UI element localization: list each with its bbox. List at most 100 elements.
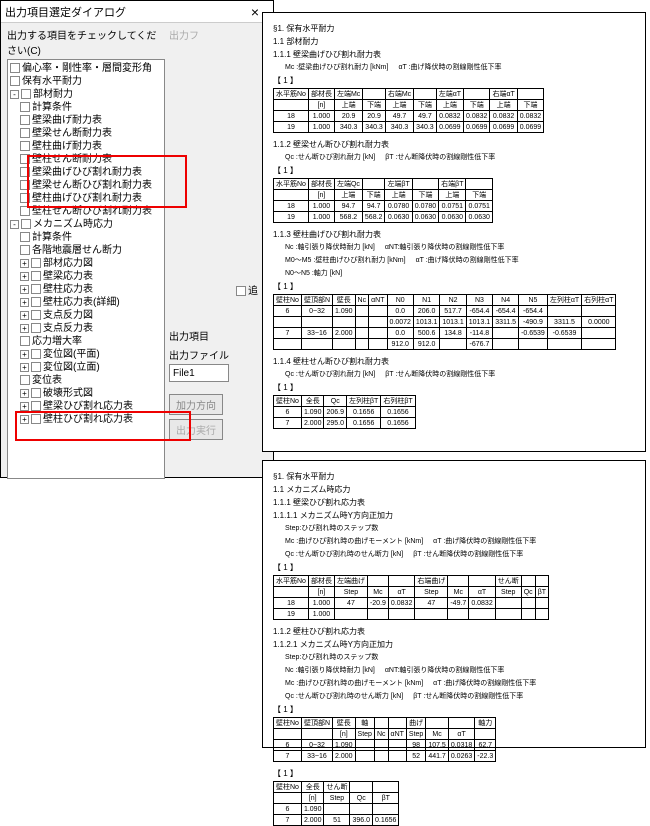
checkbox-icon[interactable] [31, 284, 41, 294]
expand-icon[interactable]: + [20, 311, 29, 320]
td: 912.0 [413, 339, 439, 350]
tree-item[interactable]: 保有水平耐力 [10, 75, 164, 88]
checkbox-icon[interactable] [31, 401, 41, 411]
checkbox-icon[interactable] [31, 310, 41, 320]
checkbox-icon[interactable] [20, 245, 30, 255]
expand-icon[interactable]: + [20, 298, 29, 307]
tree-item[interactable]: +壁梁ひび割れ応力表 [20, 400, 164, 413]
section-heading: 1.1.3 壁柱曲げひび割れ耐力表 [273, 229, 635, 240]
th [475, 729, 496, 740]
checkbox-icon[interactable] [20, 232, 30, 242]
expand-icon[interactable]: - [10, 220, 19, 229]
expand-icon[interactable]: + [20, 272, 29, 281]
expand-icon[interactable]: + [20, 259, 29, 268]
checkbox-icon[interactable] [20, 206, 30, 216]
th [469, 576, 495, 587]
td: 0~32 [301, 740, 332, 751]
th: Step [406, 729, 425, 740]
th: 左端曲げ [334, 576, 367, 587]
tree-item[interactable]: +壁柱応力表 [20, 283, 164, 296]
checkbox-icon[interactable] [31, 271, 41, 281]
checkbox-icon[interactable] [21, 89, 31, 99]
tree-item[interactable]: 壁梁せん断ひび割れ耐力表 [20, 179, 164, 192]
th: 部材長 [308, 89, 334, 100]
checkbox-icon[interactable] [236, 286, 246, 296]
checkbox-icon[interactable] [20, 141, 30, 151]
dialog-title: 出力項目選定ダイアログ [5, 4, 241, 20]
tree-item[interactable]: +壁梁応力表 [20, 270, 164, 283]
checkbox-icon[interactable] [20, 102, 30, 112]
tree-item[interactable]: +壁柱ひび割れ応力表 [20, 413, 164, 426]
tree-item[interactable]: 壁柱せん断ひび割れ耐力表 [20, 205, 164, 218]
checkbox-icon[interactable] [20, 180, 30, 190]
checkbox-icon[interactable] [31, 349, 41, 359]
tree-item[interactable]: 壁梁せん断耐力表 [20, 127, 164, 140]
checkbox-icon[interactable] [20, 193, 30, 203]
checkbox-tree[interactable]: 偏心率・剛性率・層間変形角保有水平耐力-部材耐力計算条件壁梁曲げ耐力表壁梁せん断… [8, 62, 164, 426]
direction-button[interactable]: 加力方向 [169, 394, 223, 415]
th: 上端 [334, 190, 362, 201]
tree-item[interactable]: +変位図(立面) [20, 361, 164, 374]
th: 右端αT [490, 89, 517, 100]
tree-item[interactable]: 変位表 [20, 374, 164, 387]
checkbox-icon[interactable] [20, 375, 30, 385]
expand-icon[interactable]: + [20, 389, 29, 398]
tree-item[interactable]: -部材耐力計算条件壁梁曲げ耐力表壁梁せん断耐力表壁柱曲げ耐力表壁柱せん断耐力表壁… [10, 88, 164, 218]
checkbox-icon[interactable] [31, 258, 41, 268]
td [448, 609, 469, 620]
tree-item[interactable]: +変位図(平面) [20, 348, 164, 361]
expand-icon[interactable]: + [20, 324, 29, 333]
th: αT [448, 729, 474, 740]
checkbox-icon[interactable] [20, 128, 30, 138]
tree-item[interactable]: 計算条件 [20, 231, 164, 244]
expand-icon[interactable]: + [20, 363, 29, 372]
tree-item[interactable]: +破壊形式図 [20, 387, 164, 400]
expand-icon[interactable]: - [10, 90, 19, 99]
tree-item[interactable]: 壁梁曲げひび割れ耐力表 [20, 166, 164, 179]
checkbox-icon[interactable] [10, 76, 20, 86]
execute-button[interactable]: 出力実行 [169, 419, 223, 440]
tree-item[interactable]: -メカニズム時応力計算条件各階地震層せん断力+部材応力図+壁梁応力表+壁柱応力表… [10, 218, 164, 426]
tree-item[interactable]: +支点反力表 [20, 322, 164, 335]
th [448, 718, 474, 729]
tree-item[interactable]: 応力増大率 [20, 335, 164, 348]
checkbox-icon[interactable] [20, 167, 30, 177]
tree-item[interactable]: 偏心率・剛性率・層間変形角 [10, 62, 164, 75]
expand-icon[interactable]: + [20, 285, 29, 294]
checkbox-icon[interactable] [31, 323, 41, 333]
td [373, 804, 399, 815]
th [367, 576, 388, 587]
tree-item-label: 壁梁せん断耐力表 [32, 128, 112, 139]
checkbox-icon[interactable] [10, 63, 20, 73]
checkbox-icon[interactable] [21, 219, 31, 229]
data-table: 水平筋No部材長左端Qc左端βT右端βT[n]上端下端上端下端上端下端181.0… [273, 178, 493, 223]
td: 33~16 [301, 751, 332, 762]
checkbox-icon[interactable] [20, 154, 30, 164]
checkbox-icon[interactable] [31, 414, 41, 424]
table-row: 181.00020.920.949.749.70.08320.08320.083… [274, 111, 544, 122]
tree-item[interactable]: +壁柱応力表(詳細) [20, 296, 164, 309]
output-file-label: 出力ファイル [169, 347, 267, 362]
tree-item[interactable]: 壁柱せん断耐力表 [20, 153, 164, 166]
expand-icon[interactable]: + [20, 350, 29, 359]
checkbox-icon[interactable] [20, 336, 30, 346]
tree-item[interactable]: +部材応力図 [20, 257, 164, 270]
tree-item[interactable]: +支点反力図 [20, 309, 164, 322]
tree-item[interactable]: 各階地震層せん断力 [20, 244, 164, 257]
checkbox-icon[interactable] [31, 388, 41, 398]
td: 18 [274, 201, 309, 212]
td [582, 328, 616, 339]
th: 壁柱No [274, 718, 302, 729]
checkbox-icon[interactable] [31, 297, 41, 307]
td: 0.0780 [412, 201, 438, 212]
td: 912.0 [387, 339, 413, 350]
expand-icon[interactable]: + [20, 415, 29, 424]
file-input[interactable] [169, 364, 229, 382]
expand-icon[interactable]: + [20, 402, 29, 411]
tree-item[interactable]: 壁柱曲げひび割れ耐力表 [20, 192, 164, 205]
checkbox-icon[interactable] [31, 362, 41, 372]
checkbox-icon[interactable] [20, 115, 30, 125]
tree-item[interactable]: 壁梁曲げ耐力表 [20, 114, 164, 127]
tree-item[interactable]: 壁柱曲げ耐力表 [20, 140, 164, 153]
tree-item[interactable]: 計算条件 [20, 101, 164, 114]
